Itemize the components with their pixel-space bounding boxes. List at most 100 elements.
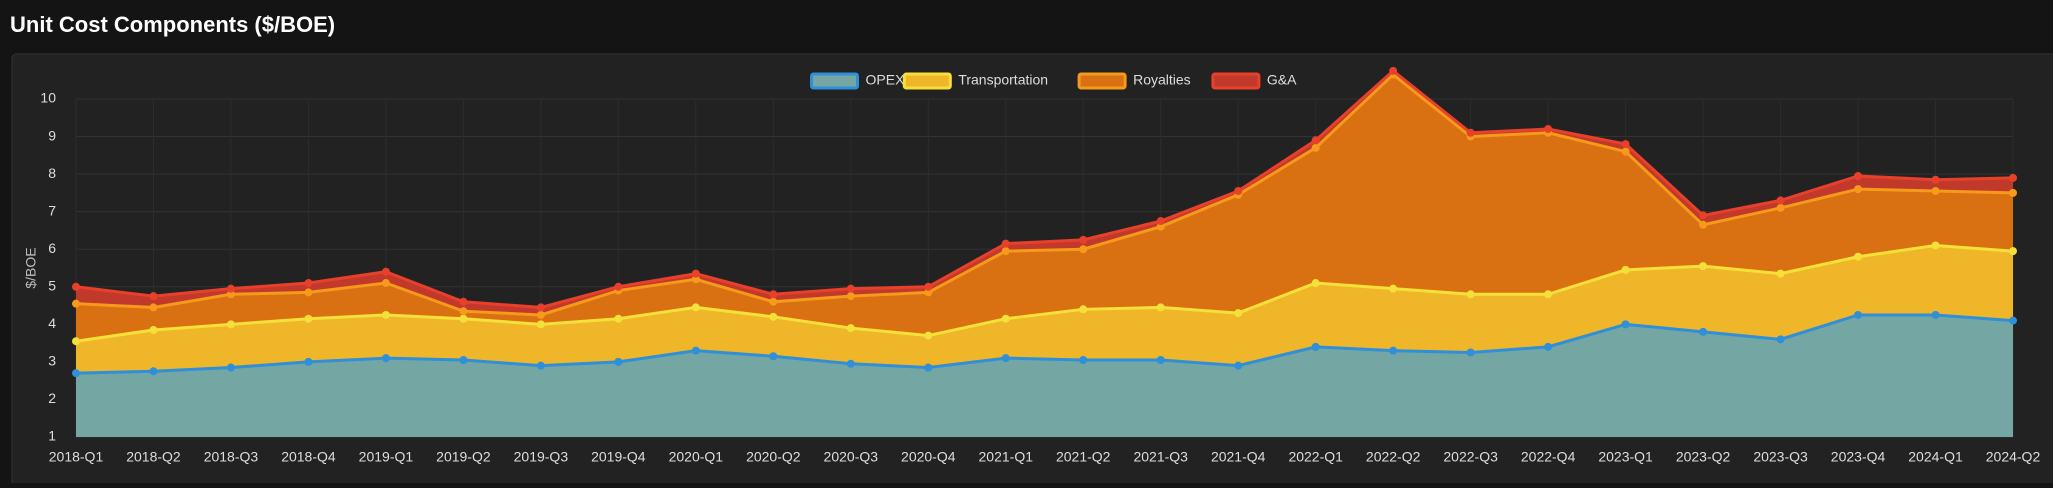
- x-tick-label: 2021-Q3: [1133, 449, 1188, 465]
- x-tick-label: 2020-Q3: [824, 449, 879, 465]
- point: [1776, 203, 1785, 212]
- legend-swatch: [1211, 72, 1261, 90]
- point: [149, 303, 158, 312]
- point: [1234, 361, 1243, 370]
- point: [1466, 128, 1475, 137]
- x-tick-label: 2021-Q1: [979, 449, 1034, 465]
- point: [1854, 310, 1863, 319]
- point: [846, 359, 855, 368]
- point: [1621, 140, 1630, 149]
- y-tick-label: 7: [48, 202, 56, 218]
- point: [1311, 136, 1320, 145]
- point: [1311, 279, 1320, 288]
- point: [846, 292, 855, 301]
- point: [1699, 327, 1708, 336]
- point: [72, 369, 80, 378]
- point: [924, 331, 933, 340]
- x-tick-label: 2019-Q3: [514, 449, 569, 465]
- point: [769, 352, 778, 361]
- point: [536, 320, 545, 329]
- point: [2009, 173, 2017, 182]
- point: [769, 312, 778, 321]
- point: [149, 292, 158, 301]
- y-tick-label: 6: [48, 240, 56, 256]
- point: [1621, 147, 1630, 156]
- legend-swatch: [810, 72, 859, 90]
- point: [1776, 269, 1785, 278]
- legend-label: Transportation: [958, 72, 1048, 88]
- area: [76, 245, 2013, 374]
- point: [304, 314, 313, 323]
- line: [75, 243, 2014, 343]
- point: [381, 354, 390, 363]
- point: [1389, 284, 1398, 293]
- point: [1311, 342, 1320, 351]
- point: [459, 314, 468, 323]
- legend-label: G&A: [1267, 72, 1297, 88]
- point: [1544, 290, 1553, 299]
- x-tick-label: 2018-Q3: [204, 449, 259, 465]
- point: [1389, 66, 1398, 75]
- point: [381, 310, 390, 319]
- x-tick-label: 2022-Q2: [1366, 449, 1421, 465]
- point: [226, 320, 235, 329]
- x-tick-label: 2019-Q1: [359, 449, 414, 465]
- point: [1079, 235, 1088, 244]
- point: [1854, 252, 1863, 261]
- point: [1621, 320, 1630, 329]
- point: [1931, 310, 1940, 319]
- point: [381, 267, 390, 276]
- point: [1001, 354, 1010, 363]
- y-tick-label: 9: [48, 127, 56, 143]
- legend-label: OPEX: [866, 72, 906, 88]
- x-tick-label: 2021-Q2: [1056, 449, 1111, 465]
- point: [1389, 346, 1398, 355]
- x-tick-label: 2019-Q4: [591, 449, 646, 465]
- line: [75, 313, 2014, 375]
- point: [304, 357, 313, 366]
- point: [381, 279, 390, 288]
- point: [1854, 171, 1863, 180]
- x-tick-label: 2018-Q4: [281, 449, 336, 465]
- x-tick-label: 2020-Q1: [669, 449, 724, 465]
- point: [149, 367, 158, 376]
- y-tick-label: 4: [48, 315, 56, 331]
- point: [1156, 222, 1165, 231]
- point: [2009, 188, 2017, 197]
- point: [1699, 220, 1708, 229]
- x-tick-label: 2022-Q1: [1288, 449, 1343, 465]
- area: [76, 74, 2013, 342]
- point: [1311, 143, 1320, 152]
- point: [459, 307, 468, 316]
- area: [76, 314, 2013, 437]
- point: [1079, 356, 1088, 365]
- x-tick-label: 2020-Q2: [746, 449, 801, 465]
- point: [846, 324, 855, 333]
- point: [536, 303, 545, 312]
- point: [924, 363, 933, 372]
- point: [1621, 265, 1630, 274]
- point: [1001, 247, 1010, 256]
- point: [459, 297, 468, 306]
- y-tick-label: 5: [48, 277, 56, 293]
- point: [691, 269, 700, 278]
- point: [304, 279, 313, 288]
- legend-swatch: [1077, 72, 1127, 90]
- point: [1079, 245, 1088, 254]
- area: [76, 70, 2013, 315]
- legend-label: Royalties: [1133, 72, 1191, 88]
- point: [691, 275, 700, 284]
- x-tick-label: 2024-Q2: [1986, 449, 2041, 465]
- y-tick-label: 8: [48, 165, 56, 181]
- x-tick-label: 2018-Q1: [49, 449, 104, 465]
- point: [1544, 342, 1553, 351]
- point: [846, 284, 855, 293]
- x-tick-label: 2023-Q4: [1831, 449, 1886, 465]
- x-tick-label: 2023-Q1: [1598, 449, 1653, 465]
- point: [691, 346, 700, 355]
- point: [72, 299, 80, 308]
- x-tick-label: 2021-Q4: [1211, 449, 1266, 465]
- point: [459, 356, 468, 365]
